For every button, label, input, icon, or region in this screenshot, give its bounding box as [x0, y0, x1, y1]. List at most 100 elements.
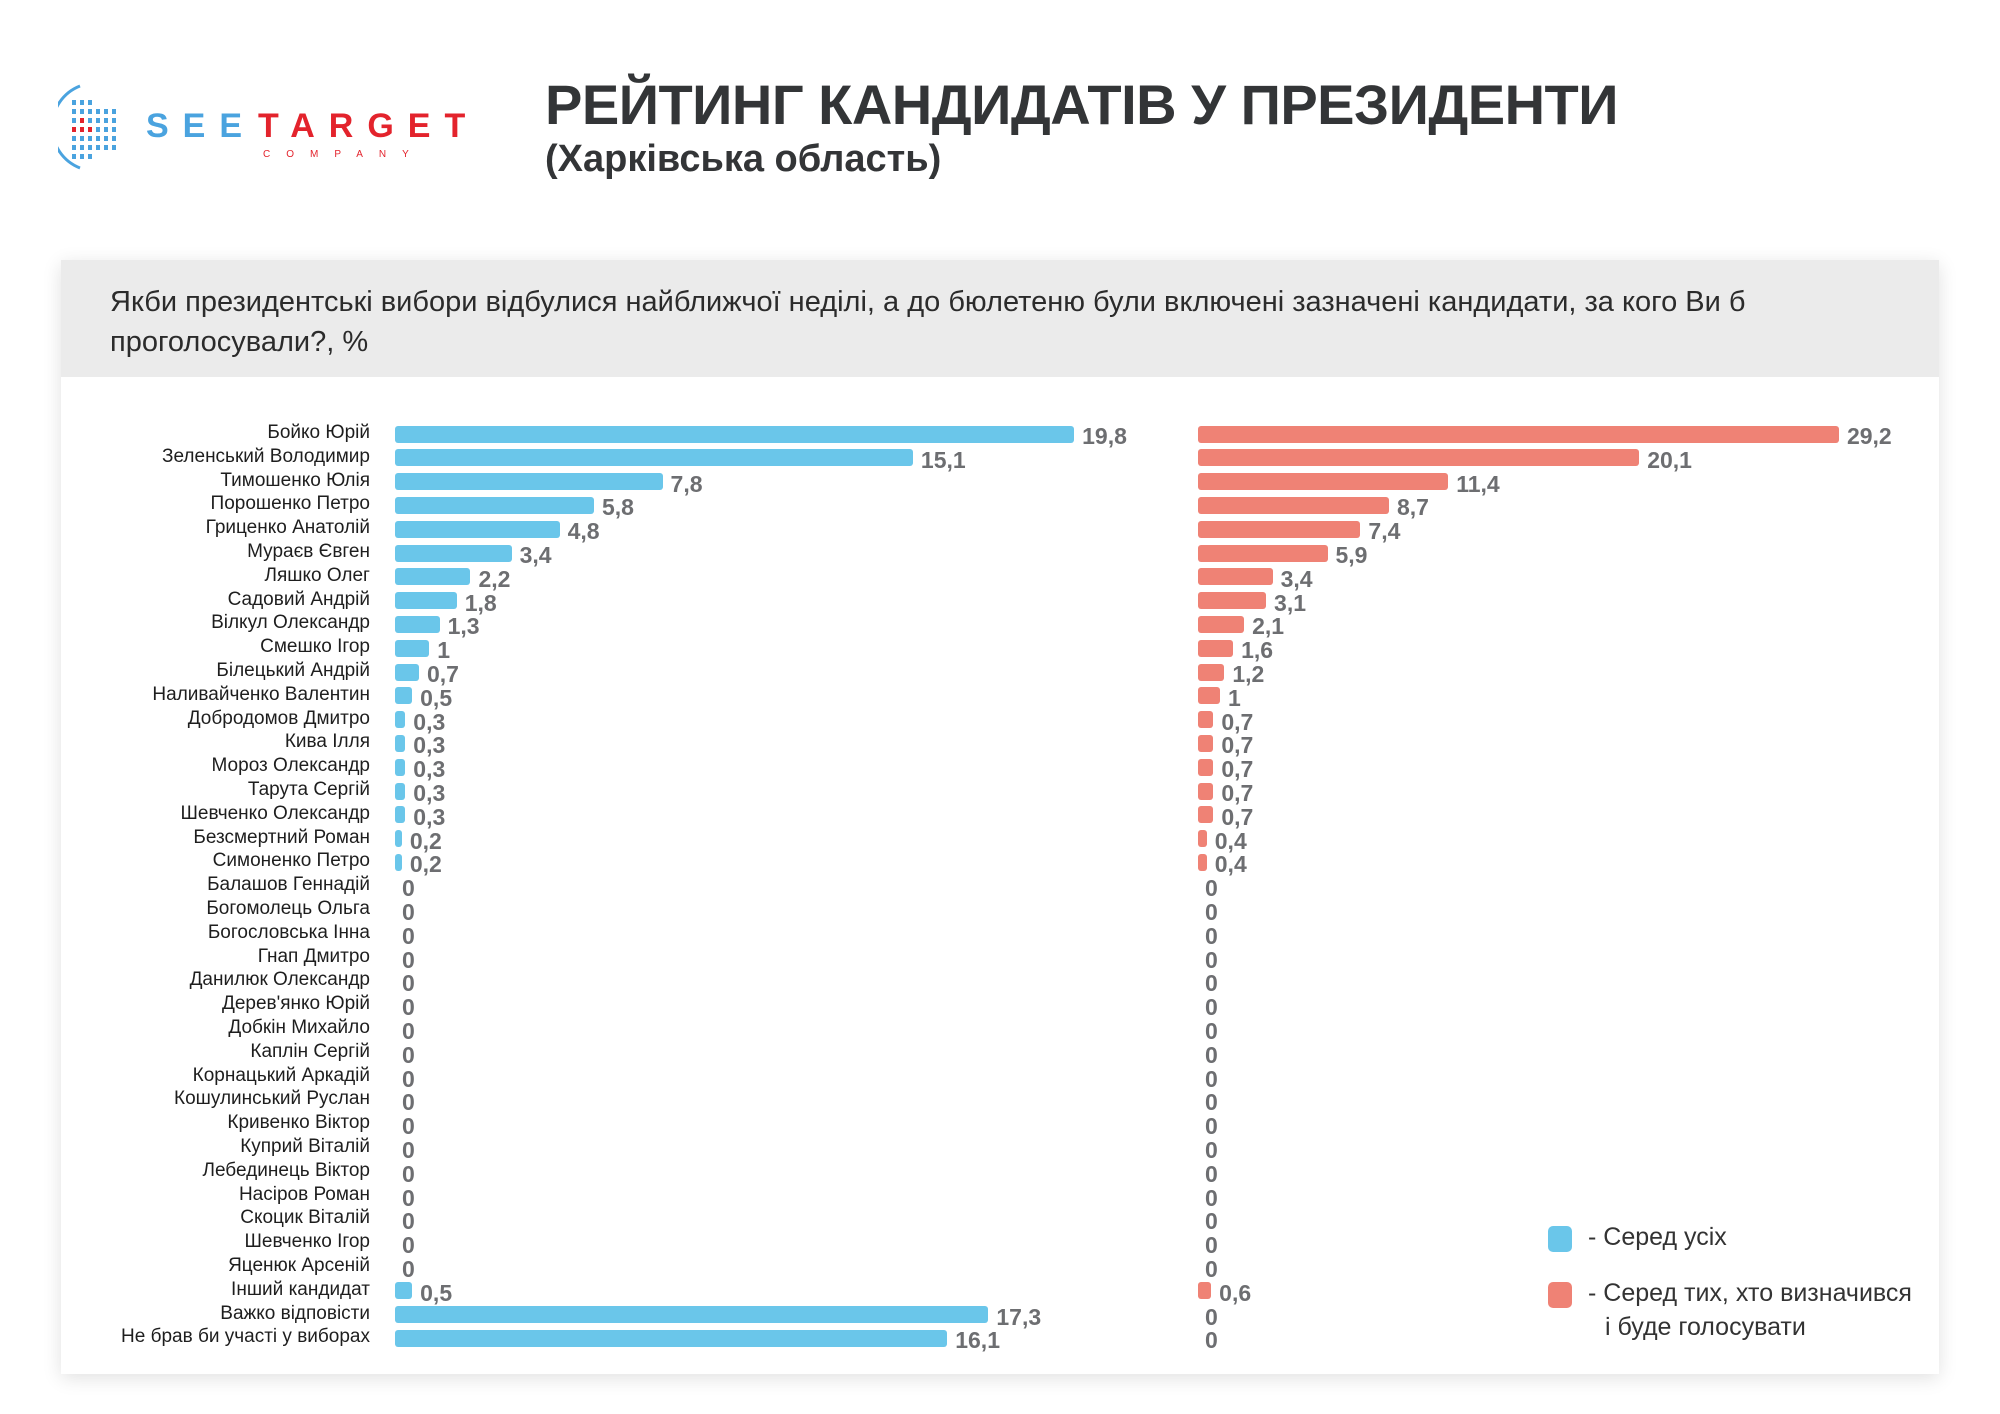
value-label-all: 0,2 [409, 827, 442, 854]
category-label: Дерев'янко Юрій [221, 993, 370, 1015]
category-label: Бойко Юрій [267, 422, 370, 443]
value-label-all: 0 [402, 875, 415, 902]
bar-decided [1198, 449, 1640, 467]
bar-decided [1198, 1282, 1212, 1300]
value-label-decided: 8,7 [1396, 494, 1429, 521]
bar-all [395, 1282, 413, 1300]
value-label-all: 16,1 [955, 1327, 1000, 1354]
logo-text-target: TARGET [258, 107, 468, 145]
seetarget-logo: SEE TARGET COMPANY [50, 82, 468, 172]
value-label-decided: 0 [1205, 1089, 1218, 1116]
value-label-all: 0 [402, 1065, 415, 1092]
bar-decided [1198, 806, 1214, 824]
value-label-decided: 0,7 [1221, 780, 1254, 806]
value-label-decided: 0,4 [1214, 827, 1247, 854]
bar-all [395, 592, 457, 610]
value-label-decided: 0 [1205, 1018, 1218, 1044]
category-label: Наливайченко Валентин [152, 683, 370, 705]
category-label: Добкін Михайло [228, 1017, 370, 1038]
value-label-decided: 0 [1205, 1184, 1218, 1211]
value-label-decided: 0,4 [1214, 851, 1247, 878]
bar-all [395, 449, 913, 467]
category-label: Богомолець Ольга [206, 898, 370, 919]
value-label-all: 0 [402, 994, 415, 1021]
bar-all [395, 853, 402, 871]
value-label-decided: 0 [1205, 970, 1218, 997]
bar-all [395, 1329, 948, 1347]
bar-all [395, 782, 406, 800]
value-label-decided: 20,1 [1647, 446, 1692, 473]
legend-swatch-decided [1548, 1282, 1572, 1308]
bar-decided [1198, 830, 1207, 848]
value-label-decided: 0,7 [1221, 732, 1254, 759]
value-label-all: 0 [402, 946, 415, 973]
value-label-decided: 0,7 [1221, 803, 1254, 830]
value-label-all: 4,8 [567, 518, 600, 545]
page-subtitle: (Харківська область) [545, 138, 942, 180]
value-label-all: 0,3 [413, 732, 446, 759]
value-label-all: 3,4 [519, 542, 552, 568]
value-label-all: 1,3 [447, 613, 480, 640]
category-label: Яценюк Арсеній [228, 1255, 370, 1276]
legend-label-all: - Серед усіх [1588, 1223, 1727, 1251]
category-label: Смешко Ігор [260, 636, 370, 658]
category-label: Білецький Андрій [216, 660, 370, 681]
bar-all [395, 568, 471, 586]
bar-all [395, 806, 406, 824]
value-label-all: 0,5 [420, 684, 453, 711]
value-label-decided: 0 [1205, 946, 1218, 973]
bar-decided [1198, 496, 1389, 514]
category-label: Кривенко Віктор [227, 1112, 370, 1134]
value-label-decided: 0 [1205, 1303, 1218, 1330]
bar-decided [1198, 592, 1267, 610]
value-label-decided: 2,1 [1252, 613, 1285, 640]
value-label-all: 0,3 [413, 803, 446, 830]
value-label-all: 5,8 [601, 494, 634, 521]
category-label: Садовий Андрій [227, 588, 370, 610]
value-label-decided: 0 [1205, 1232, 1218, 1259]
value-label-all: 15,1 [920, 446, 966, 473]
bar-all [395, 520, 560, 538]
legend-label-decided: - Серед тих, хто визначився [1588, 1279, 1912, 1307]
value-label-decided: 0,7 [1221, 708, 1254, 735]
value-label-all: 19,8 [1082, 423, 1127, 449]
category-label: Богословська Інна [207, 921, 370, 943]
value-label-decided: 0 [1205, 1065, 1218, 1092]
value-label-decided: 0 [1205, 1256, 1218, 1282]
value-label-decided: 5,9 [1335, 542, 1368, 568]
value-label-all: 0 [402, 1018, 415, 1044]
bar-decided [1198, 687, 1220, 705]
bar-all [395, 639, 430, 657]
value-label-all: 0 [402, 899, 415, 925]
category-label: Кошулинський Руслан [174, 1088, 370, 1110]
category-label: Балашов Геннадій [207, 874, 370, 896]
value-label-all: 1,8 [464, 589, 497, 616]
value-label-all: 0,5 [420, 1279, 453, 1306]
category-label: Корнацький Аркадій [192, 1064, 370, 1086]
category-label: Мураєв Євген [247, 541, 370, 562]
value-label-decided: 0 [1205, 1041, 1218, 1068]
value-label-decided: 7,4 [1368, 518, 1401, 545]
value-label-all: 0 [402, 1256, 415, 1282]
bar-all [395, 615, 440, 633]
value-label-all: 0,2 [409, 851, 442, 878]
value-label-decided: 1 [1227, 684, 1241, 711]
bar-decided [1198, 615, 1245, 633]
value-label-all: 0,3 [413, 708, 446, 735]
category-label: Каплін Сергій [250, 1040, 370, 1062]
category-label: Вілкул Олександр [211, 612, 370, 634]
legend-swatch-all [1548, 1226, 1572, 1252]
value-label-all: 0 [402, 1160, 415, 1187]
bar-all [395, 734, 406, 752]
value-label-decided: 0 [1205, 1160, 1218, 1187]
category-label: Скоцик Віталій [240, 1207, 370, 1229]
bar-decided [1198, 758, 1214, 776]
question-banner [61, 260, 1939, 377]
category-label: Гнап Дмитро [257, 945, 370, 967]
value-label-all: 0 [402, 1089, 415, 1116]
bar-decided [1198, 473, 1449, 491]
value-label-all: 0 [402, 1208, 415, 1235]
category-label: Шевченко Ігор [244, 1231, 370, 1253]
category-label: Данилюк Олександр [189, 969, 370, 991]
bar-decided [1198, 663, 1225, 681]
